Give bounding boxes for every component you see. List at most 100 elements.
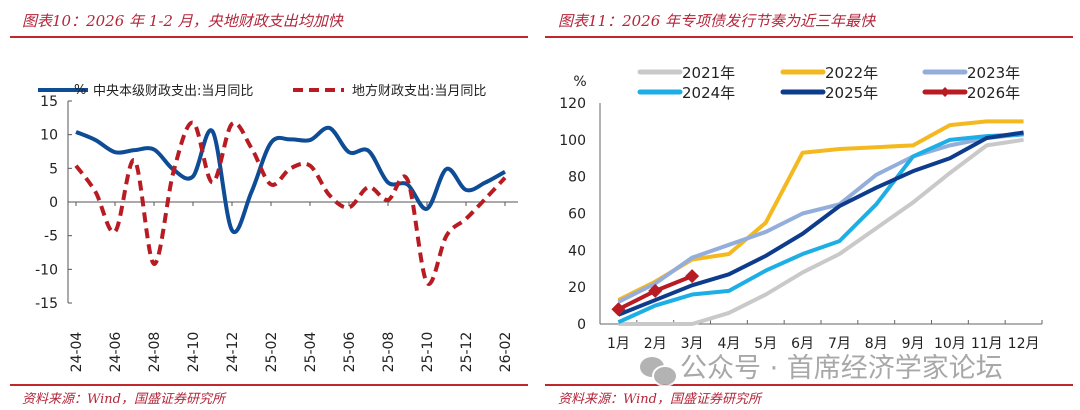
data-point <box>692 257 693 258</box>
y-tick-label: 60 <box>568 207 586 223</box>
y-tick-label: 0 <box>577 317 586 333</box>
y-unit-label: % <box>74 83 86 98</box>
data-point <box>949 172 950 173</box>
x-tick-label: 25-06 <box>342 332 358 373</box>
data-point <box>692 294 693 295</box>
data-point <box>505 177 506 178</box>
data-point <box>349 152 350 153</box>
data-point <box>407 179 408 180</box>
series-2023年 <box>617 132 1024 304</box>
line-2021年 <box>618 137 1024 326</box>
data-point <box>76 131 77 132</box>
data-point <box>839 254 840 255</box>
source-divider <box>545 384 1073 386</box>
data-point <box>876 187 877 188</box>
x-tick-label: 26-02 <box>498 332 514 373</box>
x-tick-label: 11月 <box>971 336 1003 352</box>
x-tick-label: 10月 <box>934 336 966 352</box>
data-point <box>913 171 914 172</box>
data-point <box>446 235 447 236</box>
data-point <box>485 198 486 199</box>
y-tick-label: 15 <box>40 94 58 110</box>
x-tick-label: 24-12 <box>225 332 241 373</box>
data-point <box>618 301 619 302</box>
x-tick-label: 24-06 <box>108 332 124 373</box>
data-point <box>251 191 252 192</box>
x-tick-label: 25-12 <box>459 332 475 373</box>
x-tick-label: 1月 <box>607 336 630 352</box>
data-point <box>388 199 389 200</box>
data-point <box>876 174 877 175</box>
data-point <box>618 322 619 323</box>
data-point <box>949 139 950 140</box>
data-point <box>728 312 729 313</box>
figure-10-title: 图表10：2026 年 1-2 月，央地财政支出均加快 <box>22 12 343 30</box>
data-point <box>1023 139 1024 140</box>
data-point <box>802 233 803 234</box>
x-tick-label: 25-10 <box>420 332 436 373</box>
diamond-marker-icon <box>940 87 950 97</box>
series-2026年 <box>611 269 700 317</box>
x-tick-label: 25-02 <box>264 332 280 373</box>
data-point <box>310 165 311 166</box>
data-point <box>765 294 766 295</box>
data-point-diamond <box>685 269 700 284</box>
legend-label: 2026年 <box>967 84 1020 102</box>
data-point <box>876 228 877 229</box>
data-point <box>368 150 369 151</box>
data-point <box>329 127 330 128</box>
data-point <box>212 182 213 183</box>
data-point <box>154 149 155 150</box>
data-point <box>329 195 330 196</box>
series-central <box>75 125 506 235</box>
data-point <box>765 270 766 271</box>
y-tick-label: 40 <box>568 243 586 259</box>
data-point <box>232 123 233 124</box>
legend: 2021年 2022年 2023年 2024年 2025年 2026年 <box>637 64 1020 102</box>
data-point <box>446 169 447 170</box>
data-point <box>692 324 693 325</box>
figure-10-panel: 图表10：2026 年 1-2 月，央地财政支出均加快 % 中央本级财政支出:当月… <box>10 12 528 407</box>
y-tick-label: 120 <box>559 96 586 112</box>
special-bond-issuance-chart: 2021年 2022年 2023年 2024年 2025年 2026年% 0 20 40 60 80… <box>559 64 1043 352</box>
data-point <box>913 156 914 157</box>
data-point <box>212 131 213 132</box>
data-point <box>271 142 272 143</box>
x-tick-label: 8月 <box>865 336 888 352</box>
y-tick-label: 80 <box>568 170 586 186</box>
data-point <box>655 324 656 325</box>
x-tick-label: 5月 <box>754 336 777 352</box>
figure-11-source: 资料来源：Wind，国盛证券研究所 <box>558 392 761 407</box>
y-tick-label: 0 <box>49 195 58 211</box>
data-point <box>427 208 428 209</box>
data-point <box>692 285 693 286</box>
data-point <box>368 187 369 188</box>
y-tick-label: 100 <box>559 133 586 149</box>
y-tick-label: -15 <box>35 296 58 312</box>
data-point <box>986 145 987 146</box>
series-local <box>74 120 507 286</box>
data-point <box>802 213 803 214</box>
data-point <box>466 189 467 190</box>
data-point-diamond <box>611 302 626 317</box>
data-point <box>310 140 311 141</box>
data-point <box>839 149 840 150</box>
data-point <box>876 204 877 205</box>
series-2024年 <box>617 132 1024 324</box>
data-point <box>505 171 506 172</box>
source-divider <box>10 384 528 386</box>
data-point <box>193 176 194 177</box>
data-point <box>949 125 950 126</box>
data-point <box>154 263 155 264</box>
x-tick-label: 25-04 <box>303 332 319 373</box>
x-tick-label: 25-08 <box>381 332 397 373</box>
y-tick-label: 10 <box>40 128 58 144</box>
data-point <box>655 305 656 306</box>
figure-10-source: 资料来源：Wind，国盛证券研究所 <box>22 392 225 407</box>
data-point <box>134 150 135 151</box>
figure-11-panel: 图表11：2026 年专项债发行节奏为近三年最快 2021年 2022年 2023年… <box>540 0 1080 410</box>
data-point-diamond <box>648 283 663 298</box>
data-point <box>839 206 840 207</box>
data-point <box>876 147 877 148</box>
legend-label: 2024年 <box>682 84 735 102</box>
